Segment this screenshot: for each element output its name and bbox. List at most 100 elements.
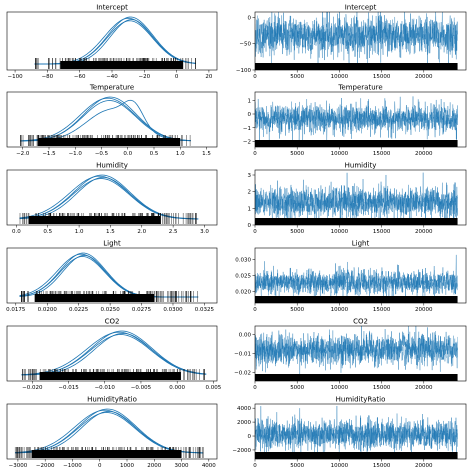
x-tick-label: 0.0200 (38, 307, 58, 313)
x-tick-label: −0.015 (58, 385, 79, 391)
trace-panel-light: Light 0 5000 10000 15000 20000 0.020 0.025 0.030 (235, 240, 467, 313)
trace-panel-intercept: Intercept 0 5000 10000 15000 20000 −100 −50 0 (236, 4, 467, 80)
trace-line (255, 12, 458, 70)
x-tick-label: 10000 (331, 307, 349, 313)
x-tick-label: −2000 (36, 463, 55, 469)
x-tick-label: 15000 (373, 151, 391, 157)
x-tick-label: 0.0 (12, 229, 21, 235)
rug-band (28, 216, 161, 224)
x-tick-label: 1.0 (75, 229, 84, 235)
axes-frame (254, 91, 467, 148)
x-tick-label: 0 (175, 74, 179, 80)
x-tick-label: −1.5 (42, 151, 56, 157)
x-tick-label: −20 (139, 74, 151, 80)
x-tick-label: 20000 (415, 74, 433, 80)
density-curve (15, 412, 204, 454)
x-tick-label: 20000 (415, 385, 433, 391)
y-tick-label: 0.00 (239, 333, 252, 339)
x-tick-label: −3000 (9, 463, 28, 469)
density-curve (20, 96, 191, 142)
density-curve (19, 256, 199, 298)
panel-title: HumidityRatio (87, 396, 137, 404)
x-tick-label: −1000 (63, 463, 82, 469)
panel-title: Humidity (345, 162, 377, 170)
y-tick-label: 0.020 (235, 290, 251, 296)
rug-band (31, 450, 182, 458)
x-tick-label: 20000 (415, 463, 433, 469)
y-tick-label: −1 (243, 126, 251, 132)
axes-frame (6, 91, 218, 148)
rug-band (60, 61, 184, 69)
axes-frame (254, 403, 467, 460)
x-tick-label: 0.0 (123, 151, 132, 157)
x-tick-label: 20 (205, 74, 212, 80)
x-tick-label: 0.0225 (69, 307, 89, 313)
x-tick-label: 15000 (373, 74, 391, 80)
axes-frame (6, 247, 218, 304)
x-tick-label: 0.0250 (100, 307, 120, 313)
y-tick-label: 3 (248, 173, 252, 179)
density-curve (19, 253, 199, 298)
density-curve (20, 97, 191, 142)
y-tick-label: 0 (248, 15, 252, 21)
x-tick-label: 1000 (120, 463, 134, 469)
x-tick-label: 5000 (290, 463, 304, 469)
x-tick-label: 0 (253, 463, 257, 469)
x-tick-label: −100 (8, 74, 24, 80)
y-tick-label: 2 (248, 190, 252, 196)
x-tick-label: 20000 (415, 229, 433, 235)
y-tick-label: 2000 (237, 420, 251, 426)
density-panel-humidity: Humidity 0.0 0.5 1.0 1.5 2.0 2.5 3.0 (6, 162, 218, 235)
panel-title: Temperature (89, 84, 134, 92)
x-tick-label: 15000 (373, 229, 391, 235)
y-tick-label: −2000 (232, 448, 251, 454)
density-curve (34, 17, 197, 65)
density-panel-intercept: Intercept −100 −80 −60 −40 −20 0 20 (6, 4, 218, 80)
trace-line (255, 254, 458, 303)
density-curve (19, 252, 199, 298)
x-tick-label: −0.005 (131, 385, 152, 391)
panel-title: Light (103, 240, 121, 248)
trace-panel-humidity: Humidity 0 5000 10000 15000 20000 0 1 2 3 (248, 162, 467, 235)
y-tick-label: 4000 (237, 406, 251, 412)
x-tick-label: 0 (253, 151, 257, 157)
density-curve (20, 99, 191, 142)
x-tick-label: 20000 (415, 151, 433, 157)
axes-frame (6, 403, 218, 460)
y-tick-label: 0 (248, 112, 252, 118)
y-tick-label: 0 (248, 223, 252, 229)
density-curve (34, 16, 197, 65)
x-tick-label: 0.005 (206, 385, 222, 391)
x-tick-label: 0.0300 (163, 307, 183, 313)
x-tick-label: 3.0 (200, 229, 209, 235)
panel-title: Intercept (345, 4, 377, 12)
x-tick-label: 0.0275 (132, 307, 152, 313)
rug-band (255, 63, 458, 70)
x-tick-label: −2.0 (16, 151, 30, 157)
trace-panel-temperature: Temperature 0 5000 10000 15000 20000 −2 −1 0 1 (243, 84, 467, 157)
y-tick-label: 1 (248, 206, 252, 212)
x-tick-label: 15000 (373, 307, 391, 313)
x-tick-label: 0.5 (150, 151, 159, 157)
trace-panel-humidityratio: HumidityRatio 0 5000 10000 15000 20000 −2000 0 2… (232, 396, 467, 469)
density-panel-humidityratio: HumidityRatio −3000 −2000 −1000 0 1000 2000 300… (6, 396, 218, 469)
density-panel-light: Light 0.0175 0.0200 0.0225 0.0250 0.0275 0.030… (6, 240, 218, 313)
x-tick-label: 5000 (290, 307, 304, 313)
axes-frame (254, 11, 467, 71)
x-tick-label: 3000 (175, 463, 189, 469)
y-tick-label: −0.01 (234, 352, 251, 358)
rug-band (39, 372, 181, 380)
density-curve (15, 409, 204, 454)
y-tick-label: 0.025 (235, 274, 251, 280)
panel-title: Humidity (96, 162, 128, 170)
x-tick-label: 1.0 (176, 151, 185, 157)
trace-line (255, 101, 458, 140)
panel-title: Light (352, 240, 370, 248)
rug-band (34, 294, 155, 302)
y-tick-label: 0 (248, 434, 252, 440)
x-tick-label: 10000 (331, 74, 349, 80)
x-tick-label: 10000 (331, 151, 349, 157)
x-tick-label: 15000 (373, 463, 391, 469)
x-tick-label: 5000 (290, 151, 304, 157)
